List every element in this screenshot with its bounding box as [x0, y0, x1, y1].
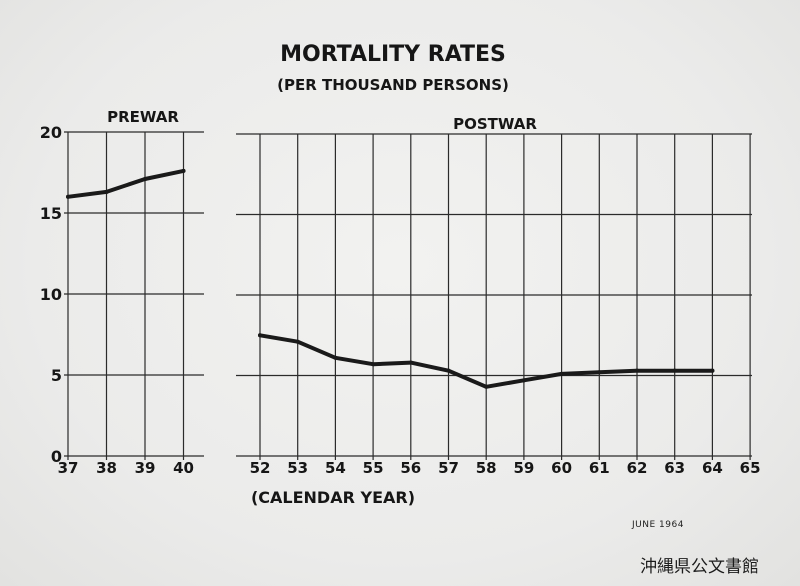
data-point-1-5: [446, 368, 451, 373]
data-point-1-1: [295, 339, 300, 344]
x-tick-label-1-11: 63: [664, 459, 685, 477]
chart-title: MORTALITY RATES: [280, 42, 506, 67]
x-tick-label-1-5: 57: [438, 459, 459, 477]
plot-layer: 37 38 39 40 0 5 10 15 20 52 53 54 55 56 57 58 59 60 61 62 63…: [40, 123, 761, 477]
y-tick-label-0: 0: [51, 447, 62, 466]
y-tick-label-1: 5: [51, 366, 62, 385]
x-tick-label-0-1: 38: [96, 459, 117, 477]
data-point-1-3: [371, 362, 376, 367]
x-tick-label-0-2: 39: [135, 459, 156, 477]
x-tick-label-1-12: 64: [702, 459, 723, 477]
x-tick-label-1-1: 53: [287, 459, 308, 477]
y-tick-label-4: 20: [40, 123, 62, 142]
date-stamp: JUNE 1964: [632, 520, 684, 530]
data-point-0-2: [143, 176, 147, 181]
x-tick-label-1-2: 54: [325, 459, 346, 477]
data-point-1-12: [710, 368, 715, 373]
x-axis-label: (CALENDAR YEAR): [251, 488, 415, 507]
data-point-0-0: [66, 194, 70, 199]
x-tick-label-1-3: 55: [363, 459, 384, 477]
data-point-1-7: [521, 378, 526, 383]
x-tick-label-1-4: 56: [400, 459, 421, 477]
data-point-1-10: [635, 368, 639, 373]
y-tick-label-2: 10: [40, 285, 62, 304]
x-tick-label-1-8: 60: [551, 459, 572, 477]
data-point-1-11: [672, 368, 677, 373]
data-point-0-3: [181, 168, 186, 173]
panel-label-postwar: POSTWAR: [453, 115, 537, 133]
x-tick-label-1-0: 52: [250, 459, 271, 477]
data-point-1-2: [333, 355, 338, 360]
x-tick-label-0-0: 37: [58, 459, 79, 477]
archive-watermark: 沖縄県公文書館: [640, 557, 759, 577]
data-point-1-6: [484, 384, 489, 389]
x-tick-label-0-3: 40: [173, 459, 194, 477]
data-point-1-4: [408, 360, 413, 365]
series-line-prewar: [66, 168, 186, 199]
data-point-1-9: [597, 370, 602, 375]
panel-label-prewar: PREWAR: [107, 108, 179, 126]
y-tick-label-3: 15: [40, 204, 62, 223]
x-tick-label-1-6: 58: [476, 459, 497, 477]
x-tick-label-1-9: 61: [589, 459, 610, 477]
x-tick-label-1-7: 59: [513, 459, 534, 477]
chart-subtitle: (PER THOUSAND PERSONS): [277, 76, 509, 94]
data-point-1-8: [559, 371, 564, 376]
x-tick-label-1-10: 62: [627, 459, 648, 477]
data-point-1-0: [258, 333, 262, 338]
x-tick-label-1-13: 65: [740, 459, 761, 477]
data-point-0-1: [104, 189, 109, 194]
